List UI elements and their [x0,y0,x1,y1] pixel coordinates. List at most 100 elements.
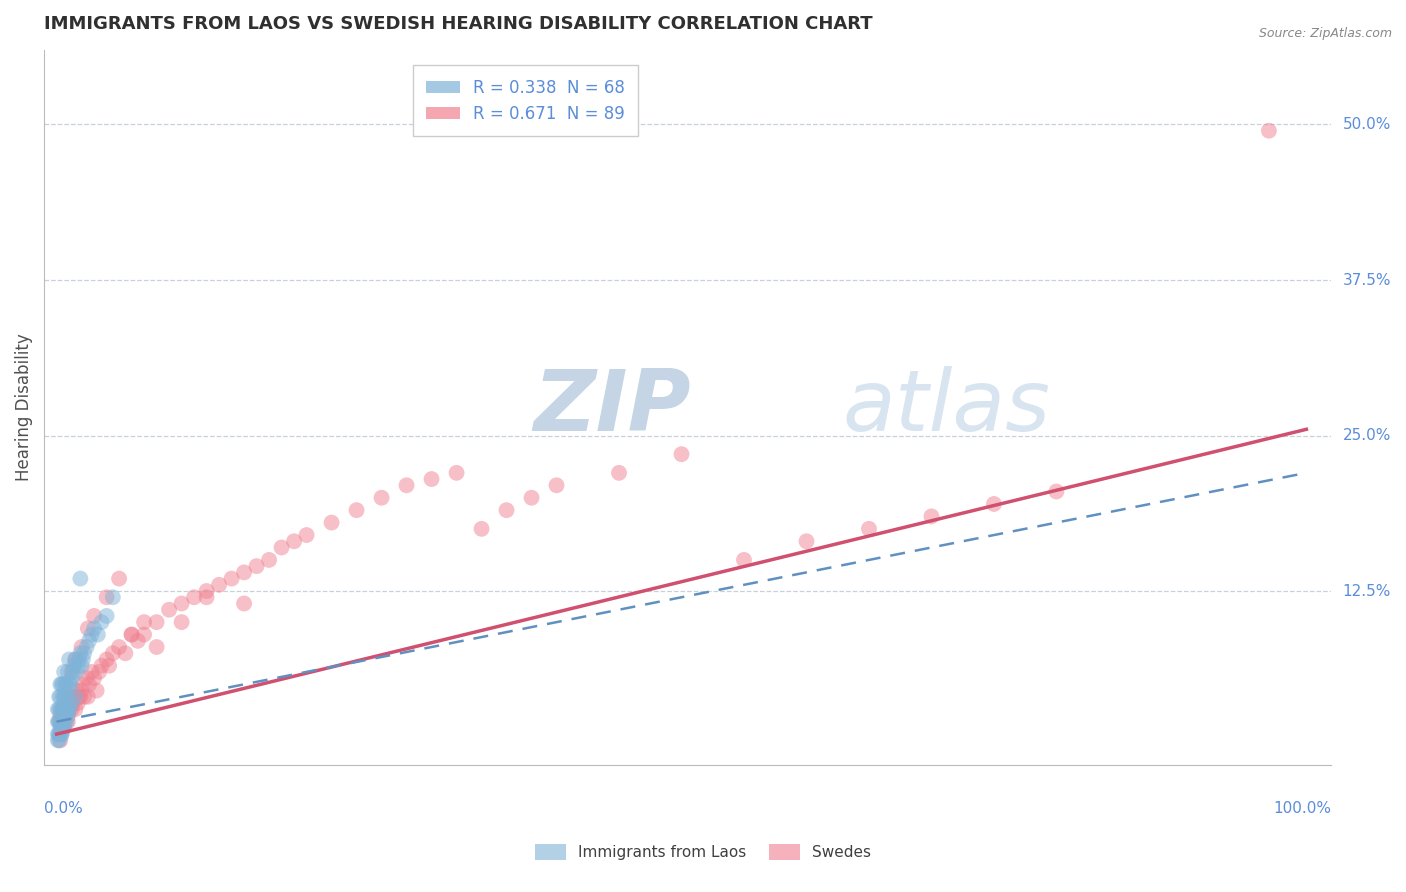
Point [60,696,83,710]
Point [495,503,517,517]
Point [321,516,343,530]
Point [51,702,73,716]
Point [270,541,292,555]
Point [49,721,72,735]
Point [69,690,91,704]
Point [90,658,112,673]
Point [83,621,105,635]
Point [65,665,87,679]
Point [52,721,75,735]
Point [52,702,75,716]
Point [53,677,76,691]
Point [49,677,72,691]
Point [48,733,70,747]
Point [52,677,75,691]
Point [52,690,75,704]
Point [858,522,880,536]
Point [55,702,77,716]
Text: 0.0%: 0.0% [44,801,83,816]
Text: 25.0%: 25.0% [1343,428,1391,443]
Point [58,696,80,710]
Point [53,690,76,704]
Legend: R = 0.338  N = 68, R = 0.671  N = 89: R = 0.338 N = 68, R = 0.671 N = 89 [413,65,638,136]
Point [48,727,70,741]
Point [73,690,96,704]
Point [72,677,94,691]
Point [53,665,76,679]
Text: ZIP: ZIP [533,366,690,449]
Point [121,627,143,641]
Point [80,665,103,679]
Point [66,658,89,673]
Point [221,572,243,586]
Point [60,671,83,685]
Point [72,652,94,666]
Point [546,478,568,492]
Point [145,640,167,654]
Point [56,665,79,679]
Point [420,472,443,486]
Point [370,491,392,505]
Point [49,733,72,747]
Point [52,721,75,735]
Point [65,683,87,698]
Point [671,447,693,461]
Point [53,690,76,704]
Point [60,702,83,716]
Point [108,572,131,586]
Point [77,633,100,648]
Point [46,714,69,729]
Point [983,497,1005,511]
Point [70,658,93,673]
Point [56,690,79,704]
Point [70,640,93,654]
Point [53,702,76,716]
Point [63,658,86,673]
Point [59,690,82,704]
Text: 100.0%: 100.0% [1274,801,1331,816]
Point [157,603,180,617]
Point [145,615,167,629]
Point [87,627,110,641]
Point [49,690,72,704]
Text: atlas: atlas [842,366,1050,449]
Point [195,584,218,599]
Point [52,702,75,716]
Point [65,652,87,666]
Text: 37.5%: 37.5% [1343,272,1391,287]
Point [48,727,70,741]
Point [77,677,100,691]
Point [48,714,70,729]
Point [53,690,76,704]
Point [48,690,70,704]
Point [53,702,76,716]
Point [60,665,83,679]
Point [96,652,118,666]
Point [170,597,193,611]
Point [101,591,124,605]
Point [65,702,87,716]
Point [1045,484,1067,499]
Point [49,702,72,716]
Point [48,714,70,729]
Point [101,646,124,660]
Point [520,491,543,505]
Point [70,683,93,698]
Point [87,665,110,679]
Text: IMMIGRANTS FROM LAOS VS SWEDISH HEARING DISABILITY CORRELATION CHART: IMMIGRANTS FROM LAOS VS SWEDISH HEARING … [44,15,873,33]
Point [295,528,318,542]
Point [56,714,79,729]
Point [58,677,80,691]
Point [67,652,90,666]
Point [48,702,70,716]
Point [53,702,76,716]
Point [233,566,256,580]
Y-axis label: Hearing Disability: Hearing Disability [15,334,32,482]
Point [127,633,149,648]
Point [51,677,73,691]
Point [65,690,87,704]
Point [66,696,89,710]
Point [53,714,76,729]
Point [51,727,73,741]
Point [53,714,76,729]
